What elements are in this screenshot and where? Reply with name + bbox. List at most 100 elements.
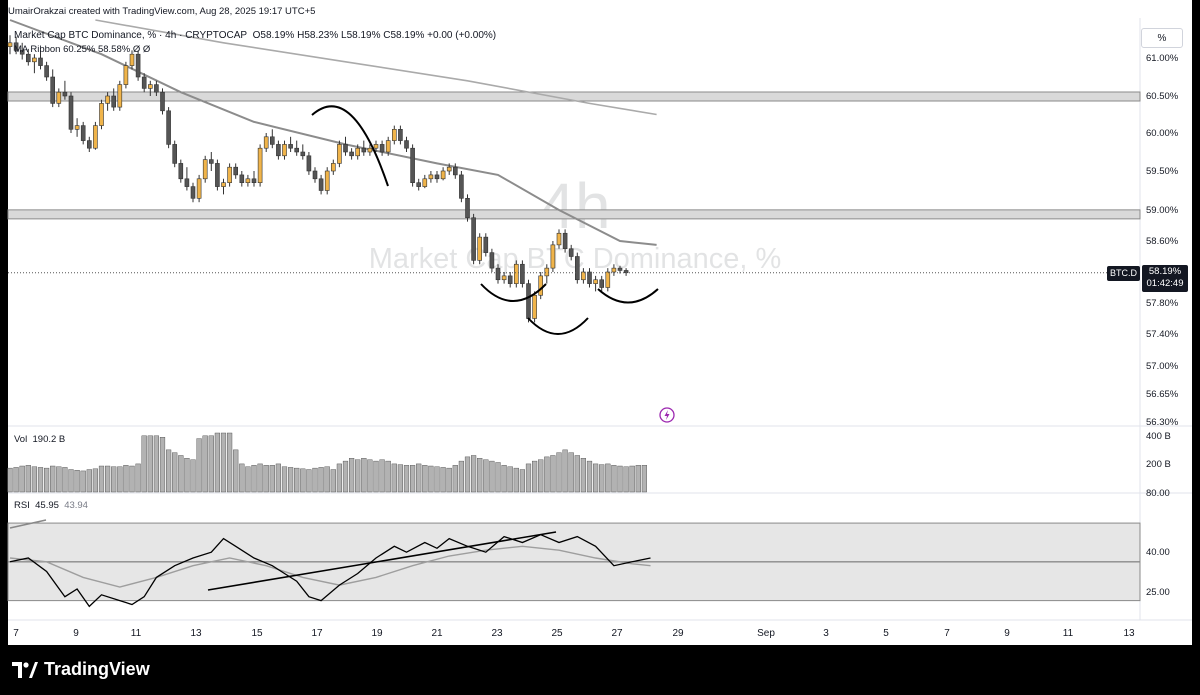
rsi-axis-label: 40.00 — [1146, 547, 1170, 558]
candle — [202, 155, 208, 183]
volume-bar — [446, 467, 452, 493]
volume-bar — [98, 465, 105, 493]
candle — [581, 268, 586, 284]
candle-body — [269, 136, 275, 145]
volume-bar — [355, 459, 361, 493]
candle-body — [312, 170, 318, 180]
candle — [434, 171, 440, 183]
candle — [209, 152, 214, 171]
volume-bar — [403, 465, 410, 493]
candle-body — [556, 232, 562, 246]
date-axis-label: 29 — [672, 628, 684, 639]
candle — [599, 275, 605, 292]
volume-bar — [37, 467, 44, 493]
candle — [269, 129, 275, 149]
volume-bar — [19, 465, 25, 493]
candle-body — [465, 198, 470, 219]
candle — [562, 229, 568, 253]
candle — [337, 140, 342, 168]
candle-body — [416, 182, 422, 187]
candle-body — [32, 57, 37, 63]
candle-body — [300, 151, 306, 157]
volume-bar — [422, 465, 428, 493]
volume-axis-label: 200 B — [1146, 459, 1171, 470]
candle — [111, 88, 116, 111]
volume-bar — [379, 459, 385, 493]
candle-body — [477, 236, 483, 261]
date-axis-label: 27 — [611, 628, 623, 639]
volume-bar — [275, 463, 282, 493]
date-axis-label: Sep — [757, 628, 775, 639]
volume-bar — [623, 466, 629, 493]
volume-bar — [550, 455, 556, 493]
volume-bar — [519, 469, 526, 493]
candle — [520, 260, 525, 288]
volume-axis-label: 400 B — [1146, 431, 1171, 442]
candle-body — [422, 178, 428, 187]
rsi-short-trendline-drawing — [9, 519, 47, 529]
left-shoulder-drawing — [480, 283, 547, 302]
candle — [355, 144, 361, 160]
chart-canvas[interactable]: 4h Market Cap BTC Dominance, % 61.00% 60.50… — [0, 0, 1200, 645]
price-axis-label: 56.65% — [1146, 389, 1179, 400]
exchange-label: CRYPTOCAP — [185, 30, 248, 41]
volume-bar — [562, 449, 568, 493]
candle-body — [568, 248, 574, 257]
volume-bar — [574, 455, 580, 493]
volume-bar — [165, 449, 172, 493]
date-axis-label: 13 — [190, 628, 202, 639]
volume-bar — [489, 460, 495, 493]
volume-bar — [440, 467, 446, 493]
rsi-trendline-drawing — [207, 531, 557, 591]
candle — [129, 50, 135, 70]
tradingview-logo[interactable]: TradingView — [12, 659, 150, 680]
candle-body — [483, 236, 489, 253]
candle-body — [330, 163, 336, 172]
date-axis-label: 23 — [491, 628, 503, 639]
symbol-title[interactable]: Market Cap BTC Dominance, % — [14, 30, 157, 41]
candle — [410, 144, 415, 187]
candle — [465, 194, 470, 222]
price-axis-label: 57.40% — [1146, 329, 1179, 340]
candle-body — [245, 178, 251, 184]
candle-body — [501, 275, 507, 281]
volume-legend[interactable]: Vol 190.2 B — [14, 434, 65, 445]
candle-body — [343, 144, 348, 153]
interval-label[interactable]: 4h — [165, 30, 177, 41]
candle-body — [574, 256, 580, 281]
candle-body — [434, 174, 440, 180]
candle — [93, 121, 98, 150]
candle — [483, 233, 489, 257]
ticker-badge: BTC.D — [1107, 266, 1140, 281]
price-axis-label: 61.00% — [1146, 53, 1179, 64]
candle — [312, 167, 318, 183]
candle — [318, 174, 324, 195]
rsi-legend[interactable]: RSI 45.95 43.94 — [14, 500, 88, 511]
candle — [178, 159, 184, 183]
author-caption: UmairOrakzai created with TradingView.co… — [8, 6, 316, 17]
candle — [87, 136, 92, 152]
volume-bar — [586, 460, 593, 493]
volume-bar — [599, 464, 605, 493]
candle-body — [123, 65, 129, 85]
volume-bar — [135, 463, 141, 493]
volume-bar — [7, 467, 13, 493]
date-axis-label: 15 — [251, 628, 263, 639]
lightning-icon[interactable] — [659, 407, 675, 423]
volume-bar — [410, 465, 416, 493]
last-price-value: 58.19% — [1148, 266, 1182, 277]
candle — [300, 144, 306, 160]
ma-ribbon-legend[interactable]: MA Ribbon 60.25% 58.58% Ø Ø — [14, 44, 151, 55]
symbol-header[interactable]: Market Cap BTC Dominance, % · 4h · CRYPT… — [14, 30, 497, 41]
candle-body — [56, 91, 62, 104]
candle-body — [288, 144, 293, 149]
candle-body — [38, 57, 43, 66]
candle-body — [263, 136, 269, 149]
volume-bar — [31, 466, 38, 493]
volume-bar — [342, 460, 349, 493]
candle-body — [233, 166, 238, 176]
percent-scale-button[interactable]: % — [1141, 28, 1183, 48]
candle — [526, 279, 531, 323]
candle — [13, 36, 19, 55]
candle-body — [190, 186, 196, 199]
